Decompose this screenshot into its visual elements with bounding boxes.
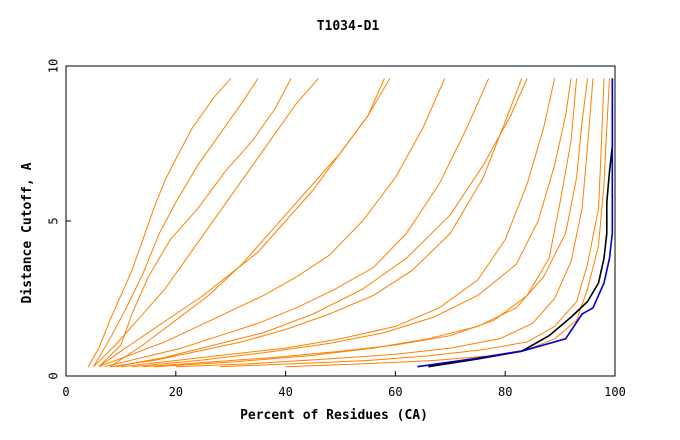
series-line-11 — [98, 78, 292, 368]
x-axis-label: Percent of Residues (CA) — [240, 408, 428, 423]
series-line-17 — [428, 78, 614, 368]
series-line-9 — [175, 78, 594, 368]
series-line-6 — [109, 78, 523, 368]
x-tick-label: 80 — [498, 385, 512, 399]
y-tick-label: 10 — [47, 59, 61, 73]
x-tick-label: 0 — [62, 385, 69, 399]
series-line-2 — [93, 78, 319, 368]
series-line-0 — [87, 78, 232, 367]
series-line-13 — [115, 78, 528, 368]
series-line-12 — [109, 78, 391, 368]
tick-layer: 0 20 40 60 80 100 0 5 10 — [47, 59, 626, 399]
series-layer — [87, 78, 614, 368]
plot-frame — [65, 65, 616, 377]
series-line-1 — [93, 78, 259, 367]
series-line-14 — [131, 78, 572, 368]
chart-title: T1034-D1 — [317, 19, 380, 34]
series-line-4 — [98, 78, 446, 368]
x-tick-label: 100 — [604, 385, 626, 399]
series-line-7 — [120, 78, 556, 368]
y-tick-label: 5 — [47, 217, 61, 224]
x-tick-label: 20 — [169, 385, 183, 399]
series-line-10 — [219, 78, 605, 368]
series-line-18 — [417, 78, 614, 368]
series-line-5 — [104, 78, 490, 368]
y-axis-label: Distance Cutoff, A — [20, 162, 35, 303]
series-line-3 — [98, 78, 385, 368]
y-tick-label: 0 — [47, 372, 61, 379]
x-tick-label: 40 — [278, 385, 292, 399]
x-tick-label: 60 — [388, 385, 402, 399]
series-line-16 — [285, 78, 610, 368]
series-line-15 — [153, 78, 588, 368]
